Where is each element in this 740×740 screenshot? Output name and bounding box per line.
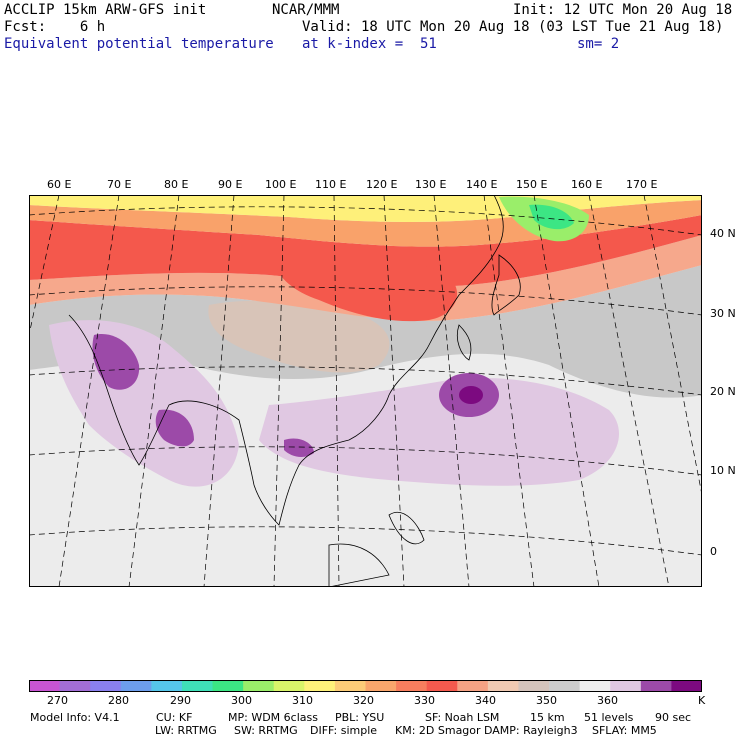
lon-label: 60 E (47, 178, 72, 191)
footer-item: Model Info: V4.1 (30, 711, 120, 724)
footer-item: 51 levels (584, 711, 634, 724)
lat-label: 0 (710, 545, 717, 558)
lon-label: 90 E (218, 178, 243, 191)
lon-label: 100 E (265, 178, 297, 191)
colorbar-swatch (365, 680, 397, 692)
colorbar-swatch (487, 680, 519, 692)
smoothing-label: sm= 2 (577, 36, 620, 52)
graticule (29, 195, 702, 587)
colorbar-swatch (273, 680, 305, 692)
lat-label: 40 N (710, 227, 736, 240)
darkpurple-sea (284, 438, 314, 457)
footer-item: SW: RRTMG (234, 724, 298, 737)
orange-band (29, 200, 702, 247)
green-core (529, 204, 574, 230)
footer-item: 90 sec (655, 711, 692, 724)
lon-label: 170 E (626, 178, 658, 191)
colorbar-tick-label: 290 (170, 694, 191, 707)
lon-label: 70 E (107, 178, 132, 191)
colorbar-tick-label: 270 (47, 694, 68, 707)
footer-item: 15 km (530, 711, 565, 724)
colorbar-swatch (518, 680, 550, 692)
colorbar-swatch (59, 680, 91, 692)
colorbar-swatch (334, 680, 366, 692)
coastlines (68, 195, 521, 587)
colorbar-swatch (640, 680, 672, 692)
lat-label: 30 N (710, 307, 736, 320)
colorbar-tick-label: 310 (292, 694, 313, 707)
lon-label: 150 E (516, 178, 548, 191)
colorbar-tick-label: 320 (353, 694, 374, 707)
tan-region (208, 300, 390, 373)
colorbar-swatch (181, 680, 214, 692)
field-name: Equivalent potential temperature (4, 36, 274, 52)
lon-label: 80 E (164, 178, 189, 191)
colorbar-swatch (304, 680, 336, 692)
colorbar-swatch (243, 680, 275, 692)
colorbar (29, 680, 702, 692)
darkpurple-bay (155, 409, 194, 447)
colorbar-tick-label: 280 (108, 694, 129, 707)
theta-e-map (29, 195, 702, 587)
org-label: NCAR/MMM (272, 2, 340, 18)
forecast-hour: Fcst: 6 h (4, 19, 106, 35)
colorbar-swatch (579, 680, 611, 692)
colorbar-tick-label: 300 (231, 694, 252, 707)
level-label: at k-index = 51 (302, 36, 437, 52)
colorbar-tick-label: 340 (475, 694, 496, 707)
colorbar-tick-label: 330 (414, 694, 435, 707)
typhoon-core (459, 386, 483, 404)
footer-item: MP: WDM 6class (228, 711, 318, 724)
footer-item: SF: Noah LSM (425, 711, 500, 724)
colorbar-tick-label: 360 (597, 694, 618, 707)
colorbar-swatch (671, 680, 702, 692)
colorbar-swatch (457, 680, 489, 692)
footer-item: DAMP: Rayleigh3 (484, 724, 578, 737)
footer-item: CU: KF (156, 711, 193, 724)
footer-item: SFLAY: MM5 (592, 724, 657, 737)
colorbar-swatch (549, 680, 581, 692)
colorbar-unit: K (698, 694, 706, 707)
valid-time: Valid: 18 UTC Mon 20 Aug 18 (03 LST Tue … (302, 19, 724, 35)
lat-label: 20 N (710, 385, 736, 398)
lightpurple-pacific (259, 378, 619, 486)
footer-item: LW: RRTMG (155, 724, 217, 737)
footer-item: PBL: YSU (335, 711, 385, 724)
model-title: ACCLIP 15km ARW-GFS init (4, 2, 207, 18)
init-time: Init: 12 UTC Mon 20 Aug 18 (513, 2, 733, 18)
pink-band (29, 235, 702, 321)
colorbar-swatch (426, 680, 458, 692)
colorbar-tick-label: 350 (536, 694, 557, 707)
footer-item: DIFF: simple (310, 724, 378, 737)
colorbar-swatch (29, 680, 61, 692)
colorbar-swatch (212, 680, 244, 692)
colorbar-swatch (396, 680, 428, 692)
map-frame (29, 195, 702, 587)
red-blob (276, 253, 458, 322)
colorbar-swatch (90, 680, 122, 692)
colorbar-swatch (120, 680, 152, 692)
colorbar-swatch (151, 680, 183, 692)
lon-label: 160 E (571, 178, 603, 191)
lon-label: 120 E (366, 178, 398, 191)
red-band (29, 215, 702, 287)
lon-label: 110 E (315, 178, 347, 191)
lon-label: 130 E (415, 178, 447, 191)
colorbar-swatch (610, 680, 642, 692)
lat-label: 10 N (710, 464, 736, 477)
footer-item: KM: 2D Smagor (395, 724, 481, 737)
lon-label: 140 E (466, 178, 498, 191)
colorbar-frame (29, 680, 702, 692)
darkpurple-india (92, 334, 140, 390)
